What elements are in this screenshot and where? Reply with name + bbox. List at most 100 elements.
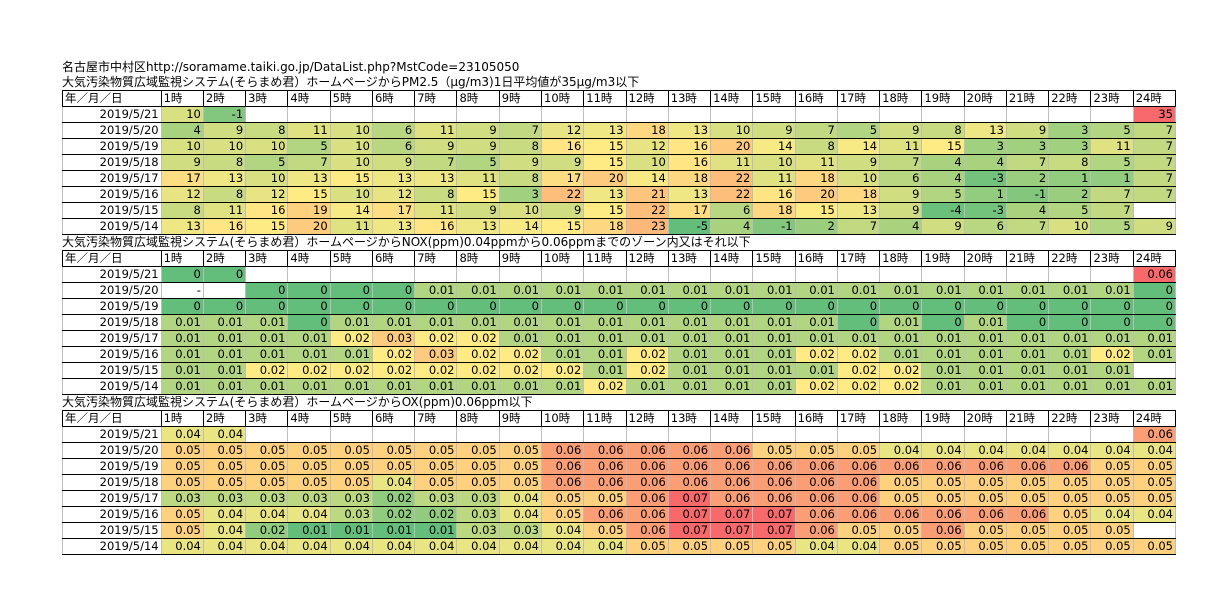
value-cell[interactable]: 0.01 <box>752 330 796 347</box>
value-cell[interactable]: 20 <box>794 186 838 203</box>
value-cell[interactable]: 17 <box>160 170 204 187</box>
value-cell[interactable]: 0.02 <box>794 378 838 395</box>
value-cell[interactable]: 0.05 <box>836 442 881 459</box>
value-cell[interactable]: 0.01 <box>414 282 458 299</box>
hour-column-header[interactable]: 19時 <box>921 410 965 427</box>
value-cell[interactable]: 0.01 <box>921 362 965 379</box>
value-cell[interactable]: 15 <box>921 138 965 155</box>
value-cell[interactable]: 0.01 <box>245 378 289 395</box>
value-cell[interactable]: 0.05 <box>456 474 500 491</box>
value-cell[interactable]: 0 <box>836 298 881 315</box>
value-cell[interactable]: 1 <box>1090 170 1134 187</box>
value-cell[interactable]: 15 <box>245 218 289 235</box>
value-cell[interactable]: 0.05 <box>456 458 500 475</box>
value-cell[interactable]: 9 <box>371 154 416 171</box>
value-cell[interactable]: 0.04 <box>1132 506 1177 523</box>
value-cell[interactable]: 5 <box>1048 202 1092 219</box>
value-cell[interactable]: 0.04 <box>879 442 923 459</box>
date-cell[interactable]: 2019/5/20 <box>62 122 162 139</box>
value-cell[interactable]: 9 <box>160 154 204 171</box>
value-cell[interactable]: 0.06 <box>1132 266 1177 283</box>
value-cell[interactable] <box>625 426 669 443</box>
value-cell[interactable]: 0.05 <box>583 522 627 539</box>
value-cell[interactable]: 0.01 <box>371 378 416 395</box>
hour-column-header[interactable]: 20時 <box>963 90 1007 107</box>
value-cell[interactable]: 9 <box>414 138 458 155</box>
value-cell[interactable]: 23 <box>625 218 669 235</box>
value-cell[interactable]: 14 <box>752 138 796 155</box>
value-cell[interactable]: 0.06 <box>836 490 881 507</box>
hour-column-header[interactable]: 13時 <box>667 250 712 267</box>
value-cell[interactable]: 7 <box>1090 186 1134 203</box>
value-cell[interactable]: 0.01 <box>667 282 712 299</box>
value-cell[interactable]: 0 <box>1090 314 1134 331</box>
value-cell[interactable]: 0.01 <box>752 282 796 299</box>
value-cell[interactable]: 0.07 <box>667 506 712 523</box>
value-cell[interactable]: 0.07 <box>667 490 712 507</box>
value-cell[interactable]: 7 <box>1132 122 1177 139</box>
value-cell[interactable]: 0.05 <box>1090 490 1134 507</box>
value-cell[interactable]: 15 <box>794 202 838 219</box>
value-cell[interactable]: 0.04 <box>1005 442 1050 459</box>
value-cell[interactable]: 0.01 <box>963 282 1007 299</box>
value-cell[interactable] <box>498 426 543 443</box>
value-cell[interactable]: 17 <box>371 202 416 219</box>
value-cell[interactable]: 0.06 <box>710 458 754 475</box>
hour-column-header[interactable]: 19時 <box>921 250 965 267</box>
value-cell[interactable]: 13 <box>371 218 416 235</box>
value-cell[interactable]: 0.01 <box>540 378 585 395</box>
hour-column-header[interactable]: 21時 <box>1005 250 1050 267</box>
value-cell[interactable] <box>414 426 458 443</box>
value-cell[interactable]: 7 <box>414 154 458 171</box>
value-cell[interactable]: 5 <box>1090 154 1134 171</box>
value-cell[interactable]: 12 <box>540 122 585 139</box>
value-cell[interactable] <box>245 266 289 283</box>
hour-column-header[interactable]: 11時 <box>583 90 627 107</box>
date-cell[interactable]: 2019/5/20 <box>62 442 162 459</box>
date-cell[interactable]: 2019/5/19 <box>62 298 162 315</box>
value-cell[interactable]: 8 <box>160 202 204 219</box>
value-cell[interactable] <box>710 266 754 283</box>
value-cell[interactable]: 7 <box>498 122 543 139</box>
hour-column-header[interactable]: 18時 <box>879 90 923 107</box>
value-cell[interactable]: 0.03 <box>456 522 500 539</box>
value-cell[interactable]: 0 <box>752 298 796 315</box>
hour-column-header[interactable]: 24時 <box>1132 250 1177 267</box>
value-cell[interactable]: 0.01 <box>1048 282 1092 299</box>
value-cell[interactable]: 4 <box>160 122 204 139</box>
value-cell[interactable]: 0.01 <box>1090 378 1134 395</box>
value-cell[interactable]: 0.07 <box>710 506 754 523</box>
value-cell[interactable]: 0.05 <box>202 474 247 491</box>
value-cell[interactable]: 0.04 <box>921 442 965 459</box>
value-cell[interactable]: 5 <box>836 122 881 139</box>
value-cell[interactable]: 14 <box>498 218 543 235</box>
value-cell[interactable]: 7 <box>794 122 838 139</box>
value-cell[interactable]: 0.06 <box>583 458 627 475</box>
value-cell[interactable] <box>456 426 500 443</box>
value-cell[interactable]: 9 <box>879 186 923 203</box>
value-cell[interactable]: 0.01 <box>160 330 204 347</box>
value-cell[interactable] <box>667 106 712 123</box>
value-cell[interactable]: 0.04 <box>329 538 373 555</box>
ox-section-title[interactable]: 大気汚染物質広域監視システム(そらまめ君）ホームページからOX(ppm)0.06… <box>62 395 533 409</box>
value-cell[interactable]: 0.06 <box>752 474 796 491</box>
value-cell[interactable] <box>794 266 838 283</box>
value-cell[interactable]: 15 <box>540 218 585 235</box>
value-cell[interactable]: 0 <box>1132 282 1177 299</box>
date-cell[interactable]: 2019/5/18 <box>62 314 162 331</box>
value-cell[interactable]: 0.01 <box>287 346 331 363</box>
value-cell[interactable]: 0.06 <box>625 458 669 475</box>
value-cell[interactable]: 0 <box>1132 314 1177 331</box>
value-cell[interactable]: 2 <box>794 218 838 235</box>
value-cell[interactable]: 0.05 <box>371 458 416 475</box>
value-cell[interactable]: 0.01 <box>921 346 965 363</box>
date-cell[interactable]: 2019/5/21 <box>62 266 162 283</box>
value-cell[interactable]: 0.05 <box>879 490 923 507</box>
hour-column-header[interactable]: 16時 <box>794 410 838 427</box>
value-cell[interactable]: 0.01 <box>540 330 585 347</box>
value-cell[interactable]: 0.04 <box>287 506 331 523</box>
value-cell[interactable]: 0.05 <box>1005 538 1050 555</box>
value-cell[interactable]: 0.01 <box>1005 362 1050 379</box>
value-cell[interactable]: -5 <box>667 218 712 235</box>
value-cell[interactable]: 11 <box>414 202 458 219</box>
